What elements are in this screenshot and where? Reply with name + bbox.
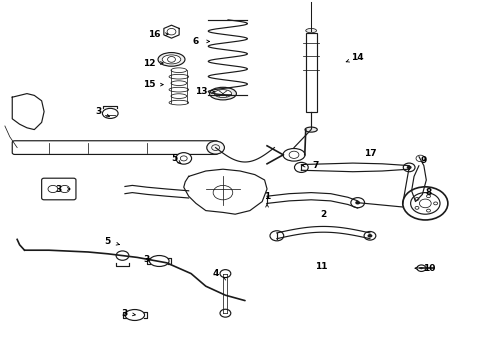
Text: 4: 4 [212,269,219,278]
Text: 3: 3 [95,107,101,116]
Circle shape [168,57,175,62]
Circle shape [417,265,426,271]
Circle shape [415,206,419,209]
Ellipse shape [158,53,185,66]
Circle shape [180,156,187,161]
Text: 7: 7 [313,161,319,170]
Text: 3: 3 [56,184,62,194]
Polygon shape [184,169,267,214]
Ellipse shape [305,127,318,132]
Circle shape [212,145,220,150]
Circle shape [419,199,431,208]
Text: 17: 17 [364,149,376,158]
Circle shape [416,155,425,162]
Text: 11: 11 [315,262,327,271]
Circle shape [420,267,423,269]
Circle shape [426,195,430,198]
Circle shape [403,187,448,220]
Circle shape [355,201,360,204]
Text: 15: 15 [143,80,156,89]
Circle shape [364,231,376,240]
Ellipse shape [162,55,181,64]
Text: 3: 3 [144,255,150,264]
Text: 14: 14 [351,53,364,62]
Circle shape [407,166,412,169]
Circle shape [403,163,415,172]
FancyBboxPatch shape [42,178,76,200]
Ellipse shape [215,90,232,98]
Text: 8: 8 [426,188,432,197]
Text: 5: 5 [171,154,177,163]
Circle shape [207,141,224,154]
Text: 12: 12 [143,58,156,68]
Text: 1: 1 [264,192,270,201]
Circle shape [368,234,372,238]
Text: 5: 5 [105,237,111,246]
Circle shape [351,198,365,208]
Text: 10: 10 [422,264,435,273]
FancyBboxPatch shape [12,141,218,154]
Ellipse shape [210,87,237,100]
Text: 16: 16 [148,30,161,39]
Circle shape [294,162,308,172]
Circle shape [220,309,231,317]
Circle shape [411,193,440,214]
Circle shape [116,251,129,260]
Text: 2: 2 [320,210,326,219]
Circle shape [176,153,192,164]
Text: 3: 3 [122,309,128,318]
Text: 9: 9 [420,156,427,165]
Circle shape [220,270,231,278]
Ellipse shape [306,28,317,33]
Circle shape [415,198,419,201]
Bar [306,33,317,112]
Text: 6: 6 [193,37,199,46]
Circle shape [270,231,284,241]
Circle shape [426,209,430,212]
Text: 13: 13 [195,87,207,96]
Circle shape [434,202,438,205]
